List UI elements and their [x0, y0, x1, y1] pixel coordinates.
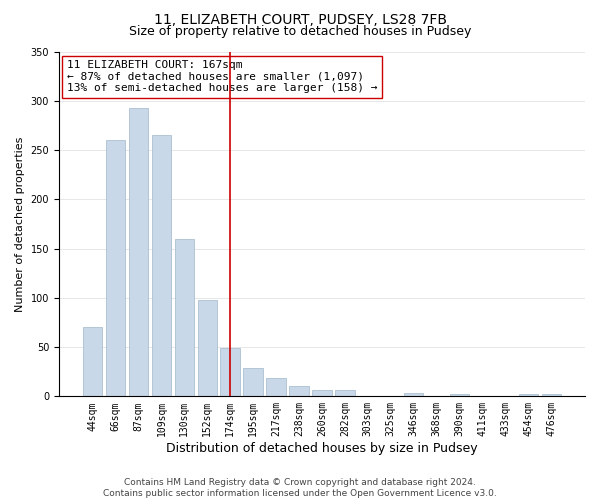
Text: Size of property relative to detached houses in Pudsey: Size of property relative to detached ho… — [129, 25, 471, 38]
Bar — [266, 378, 286, 396]
Bar — [450, 394, 469, 396]
Bar — [106, 140, 125, 396]
Text: Contains HM Land Registry data © Crown copyright and database right 2024.
Contai: Contains HM Land Registry data © Crown c… — [103, 478, 497, 498]
Bar — [175, 238, 194, 396]
X-axis label: Distribution of detached houses by size in Pudsey: Distribution of detached houses by size … — [166, 442, 478, 455]
Y-axis label: Number of detached properties: Number of detached properties — [15, 136, 25, 312]
Bar — [244, 368, 263, 396]
Bar — [220, 348, 240, 397]
Bar — [404, 394, 424, 396]
Text: 11, ELIZABETH COURT, PUDSEY, LS28 7FB: 11, ELIZABETH COURT, PUDSEY, LS28 7FB — [154, 12, 446, 26]
Text: 11 ELIZABETH COURT: 167sqm
← 87% of detached houses are smaller (1,097)
13% of s: 11 ELIZABETH COURT: 167sqm ← 87% of deta… — [67, 60, 377, 94]
Bar — [518, 394, 538, 396]
Bar — [128, 108, 148, 397]
Bar — [312, 390, 332, 396]
Bar — [83, 328, 103, 396]
Bar — [197, 300, 217, 396]
Bar — [289, 386, 309, 396]
Bar — [152, 135, 171, 396]
Bar — [335, 390, 355, 396]
Bar — [542, 394, 561, 396]
